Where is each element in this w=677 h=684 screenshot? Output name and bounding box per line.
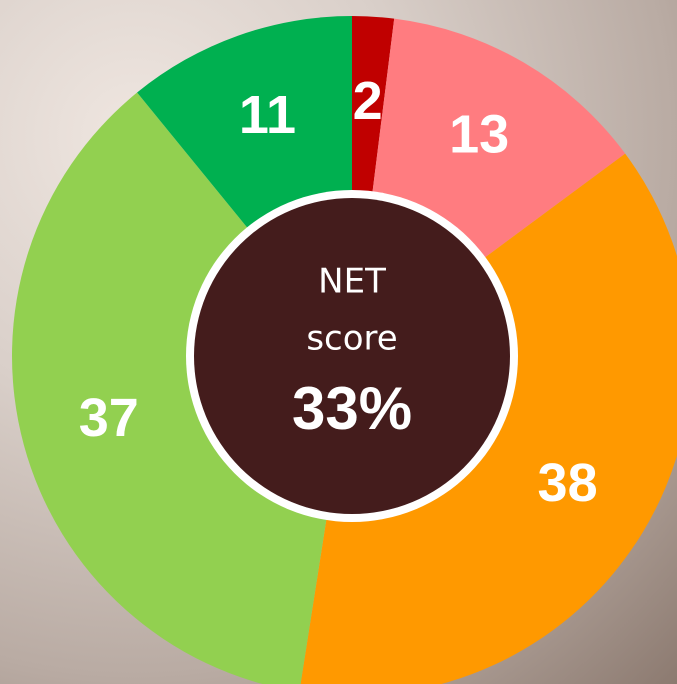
center-value: 33%: [292, 375, 412, 442]
screen: NET score 33% 2 13 38 37 11: [0, 0, 677, 684]
value-label: 13: [449, 105, 509, 165]
value-label: 37: [79, 388, 139, 448]
center-text: NET: [318, 262, 386, 302]
value-label: 2: [353, 71, 383, 131]
value-label: 38: [538, 453, 598, 513]
value-label: 11: [239, 85, 296, 145]
center-text: score: [306, 319, 397, 359]
chart: NET score 33% 2 13 38 37 11: [0, 0, 677, 684]
